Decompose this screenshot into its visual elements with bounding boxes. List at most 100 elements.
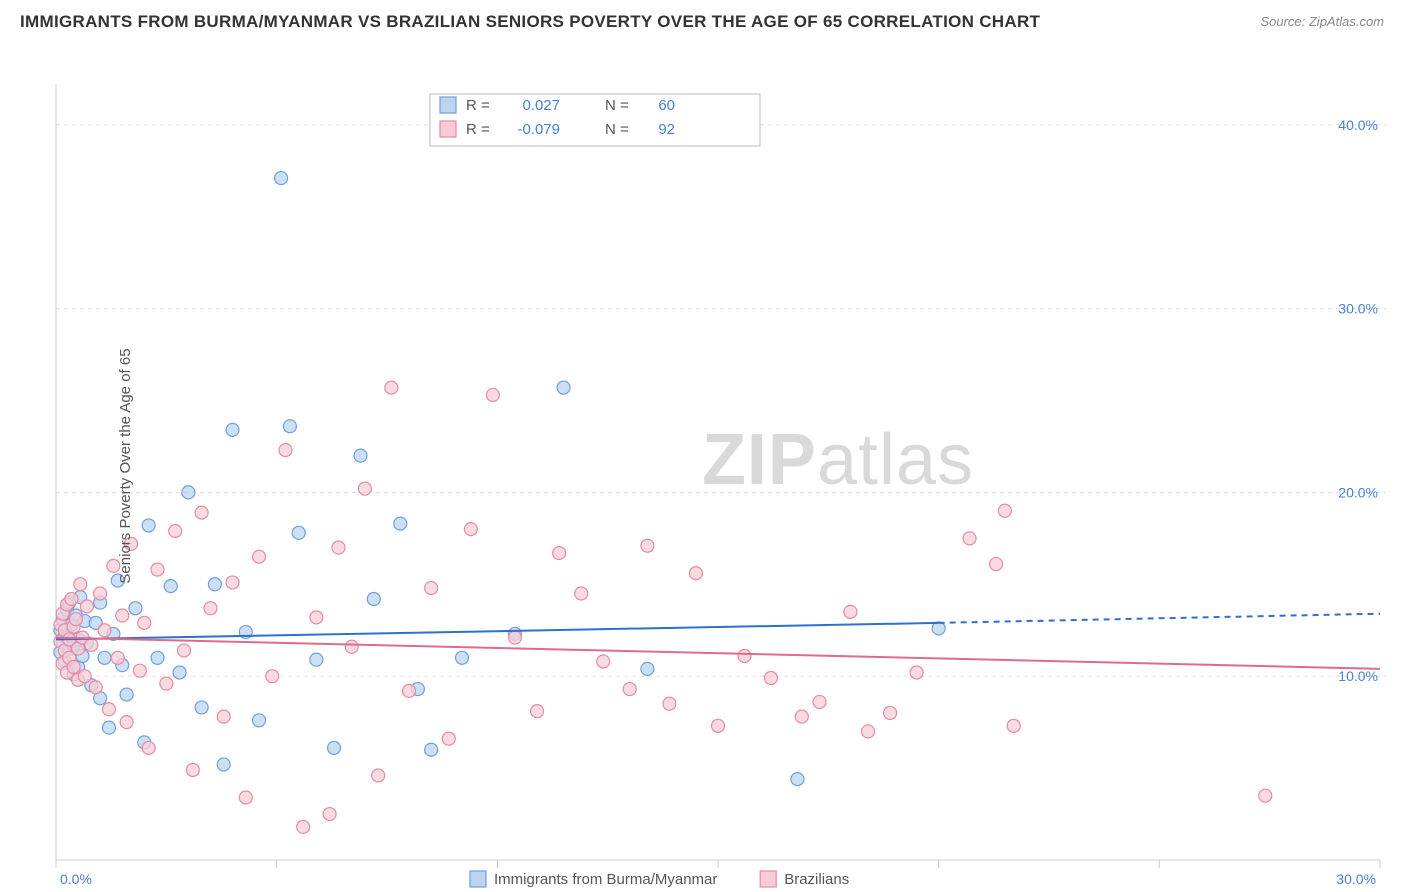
y-tick-label: 20.0% bbox=[1338, 484, 1378, 500]
legend-swatch bbox=[440, 97, 456, 113]
x-tick-label: 0.0% bbox=[60, 871, 92, 887]
scatter-point-brazil bbox=[186, 763, 199, 776]
y-tick-label: 40.0% bbox=[1338, 117, 1378, 133]
scatter-point-burma bbox=[217, 758, 230, 771]
scatter-point-brazil bbox=[531, 705, 544, 718]
scatter-point-burma bbox=[310, 653, 323, 666]
scatter-point-brazil bbox=[712, 719, 725, 732]
scatter-point-brazil bbox=[297, 820, 310, 833]
scatter-point-brazil bbox=[358, 482, 371, 495]
legend-r-value: 0.027 bbox=[522, 97, 560, 114]
scatter-point-brazil bbox=[102, 703, 115, 716]
scatter-point-brazil bbox=[239, 791, 252, 804]
scatter-point-brazil bbox=[385, 381, 398, 394]
legend-n-value: 92 bbox=[658, 121, 675, 138]
scatter-point-brazil bbox=[253, 550, 266, 563]
correlation-scatter-chart: ZIPatlas 10.0% 20.0% 30.0% 40.0% 0.0% 30.0% R =… bbox=[0, 40, 1406, 892]
legend-r-label: R = bbox=[466, 97, 490, 114]
scatter-point-brazil bbox=[169, 524, 182, 537]
legend-r-label: R = bbox=[466, 121, 490, 138]
scatter-point-brazil bbox=[138, 616, 151, 629]
y-tick-label: 30.0% bbox=[1338, 301, 1378, 317]
scatter-point-brazil bbox=[813, 695, 826, 708]
scatter-point-brazil bbox=[74, 578, 87, 591]
scatter-point-brazil bbox=[738, 649, 751, 662]
legend-n-label: N = bbox=[605, 121, 629, 138]
page-title: IMMIGRANTS FROM BURMA/MYANMAR VS BRAZILI… bbox=[20, 12, 1040, 32]
scatter-point-burma bbox=[367, 592, 380, 605]
regression-line-burma bbox=[56, 623, 939, 640]
scatter-point-brazil bbox=[844, 605, 857, 618]
scatter-point-burma bbox=[292, 526, 305, 539]
watermark: ZIPatlas bbox=[702, 420, 974, 500]
scatter-point-brazil bbox=[1007, 719, 1020, 732]
scatter-point-brazil bbox=[425, 581, 438, 594]
scatter-point-brazil bbox=[963, 532, 976, 545]
scatter-point-brazil bbox=[623, 683, 636, 696]
scatter-point-burma bbox=[557, 381, 570, 394]
scatter-point-brazil bbox=[332, 541, 345, 554]
bottom-legend-label: Immigrants from Burma/Myanmar bbox=[494, 871, 717, 888]
scatter-point-brazil bbox=[177, 644, 190, 657]
scatter-point-brazil bbox=[78, 670, 91, 683]
regression-line-burma-extrapolated bbox=[939, 614, 1380, 623]
scatter-point-brazil bbox=[508, 631, 521, 644]
scatter-point-brazil bbox=[553, 547, 566, 560]
scatter-point-brazil bbox=[795, 710, 808, 723]
x-tick-label: 30.0% bbox=[1336, 871, 1376, 887]
scatter-point-burma bbox=[142, 519, 155, 532]
scatter-point-brazil bbox=[195, 506, 208, 519]
scatter-point-brazil bbox=[323, 808, 336, 821]
scatter-point-brazil bbox=[597, 655, 610, 668]
scatter-point-brazil bbox=[80, 600, 93, 613]
scatter-point-brazil bbox=[151, 563, 164, 576]
bottom-legend-label: Brazilians bbox=[784, 871, 849, 888]
scatter-point-brazil bbox=[663, 697, 676, 710]
scatter-point-brazil bbox=[641, 539, 654, 552]
scatter-point-burma bbox=[164, 580, 177, 593]
scatter-point-brazil bbox=[442, 732, 455, 745]
legend-r-value: -0.079 bbox=[517, 121, 560, 138]
scatter-point-brazil bbox=[464, 523, 477, 536]
scatter-point-burma bbox=[791, 773, 804, 786]
scatter-point-burma bbox=[98, 651, 111, 664]
scatter-point-burma bbox=[129, 602, 142, 615]
scatter-point-burma bbox=[173, 666, 186, 679]
scatter-point-burma bbox=[641, 662, 654, 675]
scatter-point-brazil bbox=[116, 609, 129, 622]
scatter-point-brazil bbox=[133, 664, 146, 677]
scatter-point-burma bbox=[102, 721, 115, 734]
scatter-point-brazil bbox=[689, 567, 702, 580]
scatter-point-burma bbox=[354, 449, 367, 462]
scatter-point-burma bbox=[425, 743, 438, 756]
scatter-point-brazil bbox=[372, 769, 385, 782]
scatter-point-brazil bbox=[403, 684, 416, 697]
bottom-legend-swatch bbox=[760, 871, 776, 887]
scatter-point-brazil bbox=[65, 592, 78, 605]
scatter-point-burma bbox=[195, 701, 208, 714]
scatter-point-burma bbox=[456, 651, 469, 664]
scatter-point-burma bbox=[208, 578, 221, 591]
scatter-point-burma bbox=[253, 714, 266, 727]
legend-n-label: N = bbox=[605, 97, 629, 114]
legend-n-value: 60 bbox=[658, 97, 675, 114]
chart-container: Seniors Poverty Over the Age of 65 ZIPat… bbox=[0, 40, 1406, 892]
scatter-point-brazil bbox=[111, 651, 124, 664]
scatter-point-brazil bbox=[486, 388, 499, 401]
scatter-point-brazil bbox=[764, 672, 777, 685]
bottom-legend-swatch bbox=[470, 871, 486, 887]
scatter-point-brazil bbox=[226, 576, 239, 589]
scatter-point-brazil bbox=[160, 677, 173, 690]
scatter-point-brazil bbox=[310, 611, 323, 624]
scatter-point-brazil bbox=[67, 661, 80, 674]
y-axis-label: Seniors Poverty Over the Age of 65 bbox=[117, 348, 134, 583]
scatter-point-brazil bbox=[266, 670, 279, 683]
scatter-point-brazil bbox=[862, 725, 875, 738]
y-tick-label: 10.0% bbox=[1338, 668, 1378, 684]
scatter-point-burma bbox=[120, 688, 133, 701]
scatter-point-brazil bbox=[998, 504, 1011, 517]
scatter-point-brazil bbox=[575, 587, 588, 600]
scatter-point-burma bbox=[394, 517, 407, 530]
scatter-point-brazil bbox=[85, 638, 98, 651]
regression-line-brazil bbox=[56, 638, 1380, 669]
